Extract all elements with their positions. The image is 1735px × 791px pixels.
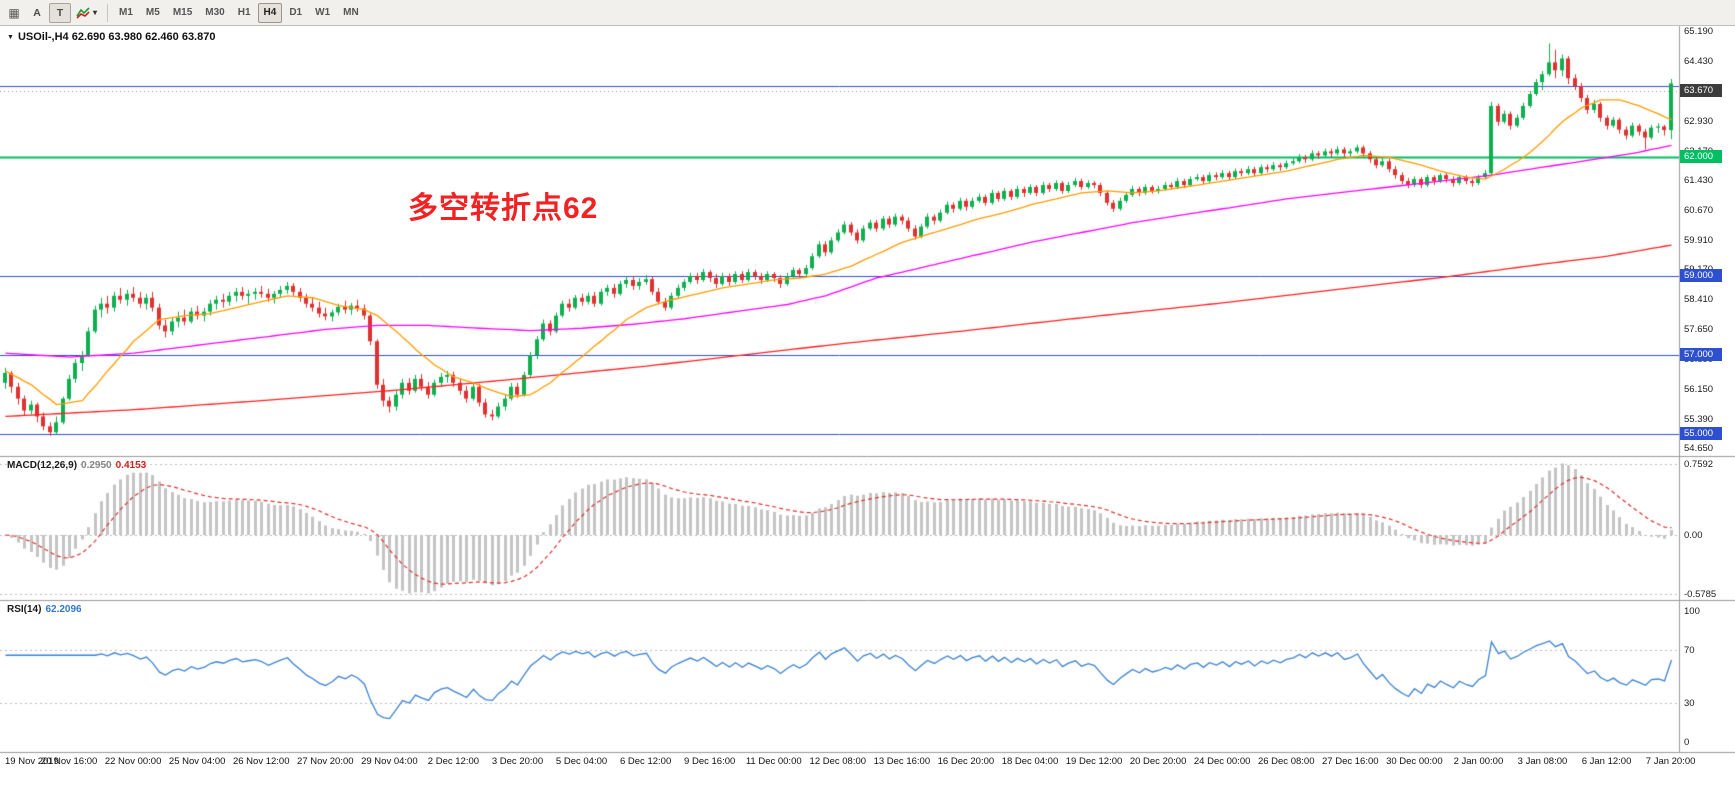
timeframe-group: M1 M5 M15 M30 H1 H4 D1 W1 MN <box>113 2 366 23</box>
timeframe-w1-button[interactable]: W1 <box>315 7 331 18</box>
timeframe-h1-button[interactable]: H1 <box>237 7 251 18</box>
timeframe-h4-button[interactable]: H4 <box>257 2 283 23</box>
timeframe-m15-button[interactable]: M15 <box>172 7 193 18</box>
timeframe-m1-button[interactable]: M1 <box>119 7 133 18</box>
timeframe-m30-button[interactable]: M30 <box>205 7 225 18</box>
timeframe-d1-button[interactable]: D1 <box>289 7 303 18</box>
timeframe-mn-button[interactable]: MN <box>343 7 359 18</box>
grid-icon: ▦ <box>8 5 20 20</box>
indicators-icon <box>76 6 90 19</box>
toolbar: ▦ A T ▾ M1 M5 M15 M30 H1 H4 D1 W1 MN <box>0 0 1735 26</box>
chevron-down-icon: ▾ <box>93 8 98 17</box>
market-watch-button[interactable]: ▦ <box>3 3 25 23</box>
toolbar-separator <box>107 3 109 22</box>
text-tool-t-button[interactable]: T <box>49 2 71 23</box>
timeframe-m5-button[interactable]: M5 <box>145 7 160 18</box>
text-tool-a-button[interactable]: A <box>33 6 41 19</box>
indicators-dropdown-button[interactable]: ▾ <box>72 3 101 23</box>
